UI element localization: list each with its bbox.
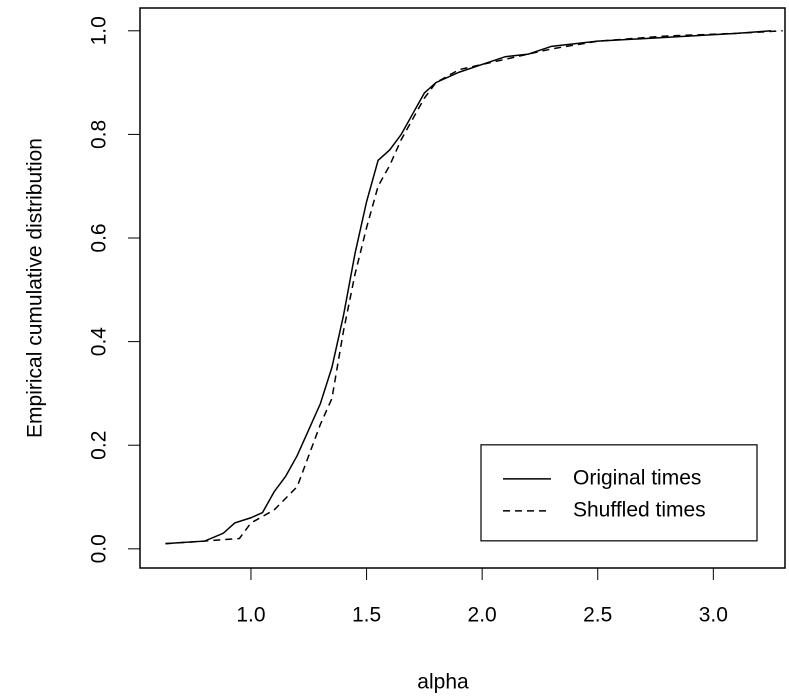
x-tick-label: 1.5 — [352, 604, 381, 627]
y-tick-label: 0.8 — [88, 120, 111, 149]
x-tick-label: 3.0 — [699, 604, 728, 627]
series-line — [165, 30, 783, 545]
legend-label: Original times — [573, 466, 701, 489]
y-tick-label: 0.6 — [88, 223, 111, 252]
x-tick-label: 2.5 — [583, 604, 612, 627]
legend-box — [480, 444, 758, 542]
y-tick-label: 0.2 — [88, 431, 111, 460]
x-axis-label: alpha — [417, 671, 469, 694]
y-axis-label: Empirical cumulative distribution — [24, 138, 47, 438]
y-tick-label: 0.4 — [88, 327, 111, 357]
series-line — [165, 30, 772, 545]
y-tick-label: 1.0 — [88, 16, 111, 45]
legend-label: Shuffled times — [573, 498, 706, 521]
y-tick-label: 0.0 — [88, 534, 111, 563]
x-tick-label: 1.0 — [236, 604, 265, 627]
x-tick-label: 2.0 — [468, 604, 497, 627]
